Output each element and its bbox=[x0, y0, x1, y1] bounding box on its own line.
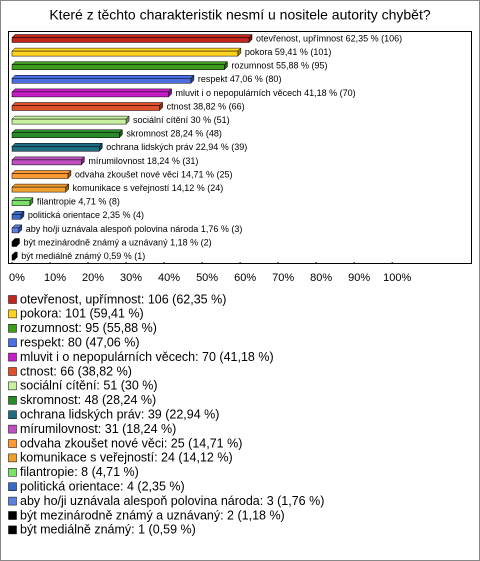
bar bbox=[11, 159, 82, 166]
value-label: být mediálně známý 0,59 % (1) bbox=[21, 251, 145, 261]
legend-swatch bbox=[8, 367, 17, 376]
bar-top bbox=[11, 102, 164, 106]
legend-swatch bbox=[8, 468, 17, 477]
x-tick-label: 90% bbox=[348, 272, 370, 284]
bar bbox=[11, 50, 239, 57]
bar-top bbox=[11, 129, 123, 133]
bar bbox=[11, 173, 69, 179]
bar-top bbox=[11, 143, 103, 147]
legend-label: být mezinárodně známý a uznávaný: 2 (1,1… bbox=[20, 508, 285, 522]
x-tick-label: 70% bbox=[272, 272, 294, 284]
value-label: otevřenost, upřímnost 62,35 % (106) bbox=[256, 33, 402, 43]
x-tick-label: 30% bbox=[120, 272, 142, 284]
bar-top bbox=[11, 88, 173, 93]
bar bbox=[11, 64, 225, 70]
x-tick-label: 40% bbox=[158, 272, 180, 284]
bar bbox=[11, 186, 66, 193]
legend-label: ctnost: 66 (38,82 %) bbox=[20, 364, 132, 378]
bar bbox=[11, 132, 120, 138]
bar-top bbox=[11, 34, 253, 38]
legend-swatch bbox=[8, 439, 17, 448]
legend-swatch bbox=[8, 453, 17, 463]
legend-label: aby ho/ji uznávala alespoň polovina náro… bbox=[20, 494, 324, 508]
value-label: pokora 59,41 % (101) bbox=[245, 47, 332, 57]
bar bbox=[11, 37, 250, 43]
bar-top bbox=[11, 47, 242, 52]
legend-label: mírumilovnost: 31 (18,24 %) bbox=[20, 422, 176, 436]
legend-swatch bbox=[8, 309, 17, 319]
bar-top bbox=[11, 75, 195, 79]
value-label: aby ho/ji uznávala alespoň polovina náro… bbox=[26, 224, 243, 234]
bar-top bbox=[11, 61, 229, 65]
legend-label: sociální cítění: 51 (30 %) bbox=[20, 379, 158, 393]
value-label: skromnost 28,24 % (48) bbox=[126, 129, 222, 139]
legend-swatch bbox=[8, 295, 17, 304]
value-label: mluvit i o nepopulárních věcech 41,18 % … bbox=[176, 88, 356, 98]
legend-swatch bbox=[8, 338, 17, 347]
legend-label: skromnost: 48 (28,24 %) bbox=[20, 393, 156, 407]
value-label: respekt 47,06 % (80) bbox=[198, 74, 282, 84]
legend-label: ochrana lidských práv: 39 (22,94 %) bbox=[20, 407, 219, 421]
bar bbox=[11, 91, 169, 98]
x-tick-label: 60% bbox=[234, 272, 256, 284]
x-tick-label: 80% bbox=[310, 272, 332, 284]
legend-label: pokora: 101 (59,41 %) bbox=[20, 307, 144, 321]
x-tick-label: 50% bbox=[196, 272, 218, 284]
bar bbox=[11, 254, 15, 261]
legend-label: filantropie: 8 (4,71 %) bbox=[20, 465, 139, 479]
x-tick-label: 20% bbox=[82, 272, 104, 284]
value-label: odvaha zkoušet nové věci 14,71 % (25) bbox=[75, 169, 233, 179]
value-label: komunikace s veřejností 14,12 % (24) bbox=[73, 183, 224, 193]
value-label: politická orientace 2,35 % (4) bbox=[28, 210, 144, 220]
bar-top bbox=[11, 115, 130, 120]
x-tick-label: 0% bbox=[9, 272, 25, 284]
legend-label: otevřenost, upřímnost: 106 (62,35 %) bbox=[20, 292, 226, 306]
legend-swatch bbox=[8, 511, 17, 520]
value-label: rozumnost 55,88 % (95) bbox=[231, 61, 327, 71]
legend-swatch bbox=[8, 482, 17, 491]
value-label: filantropie 4,71 % (8) bbox=[37, 197, 120, 207]
bar bbox=[11, 200, 31, 206]
bar bbox=[11, 241, 17, 247]
bar bbox=[11, 227, 19, 234]
x-tick-label: 100% bbox=[383, 272, 411, 284]
bar-top bbox=[11, 156, 85, 161]
legend-label: mluvit i o nepopulárních věcech: 70 (41,… bbox=[20, 350, 274, 364]
chart-title: Které z těchto charakteristik nesmí u no… bbox=[49, 7, 431, 23]
legend-swatch bbox=[8, 525, 17, 535]
legend-label: politická orientace: 4 (2,35 %) bbox=[20, 479, 185, 493]
legend-swatch bbox=[8, 324, 17, 333]
value-label: ctnost 38,82 % (66) bbox=[167, 101, 245, 111]
legend-swatch bbox=[8, 352, 17, 362]
legend-label: být mediálně známý: 1 (0,59 %) bbox=[20, 523, 196, 537]
value-label: mírumilovnost 18,24 % (31) bbox=[88, 156, 198, 166]
legend-swatch bbox=[8, 410, 17, 419]
bar bbox=[11, 105, 160, 111]
legend-swatch bbox=[8, 381, 17, 391]
bar bbox=[11, 214, 22, 220]
bar bbox=[11, 118, 127, 125]
bar bbox=[11, 78, 192, 84]
bar-top bbox=[11, 197, 34, 201]
value-label: sociální cítění 30 % (51) bbox=[133, 115, 230, 125]
legend-swatch bbox=[8, 424, 17, 434]
value-label: být mezinárodně známý a uznávaný 1,18 % … bbox=[23, 237, 211, 247]
bar bbox=[11, 146, 100, 152]
x-tick-label: 10% bbox=[44, 272, 66, 284]
legend-swatch bbox=[8, 496, 17, 506]
bar-top bbox=[11, 170, 72, 174]
legend-swatch bbox=[8, 396, 17, 405]
legend-label: odvaha zkoušet nové věci: 25 (14,71 %) bbox=[20, 436, 242, 450]
legend-label: komunikace s veřejností: 24 (14,12 %) bbox=[20, 451, 233, 465]
legend-label: rozumnost: 95 (55,88 %) bbox=[20, 321, 157, 335]
bar-top bbox=[11, 183, 70, 188]
value-label: ochrana lidských práv 22,94 % (39) bbox=[106, 142, 247, 152]
legend-label: respekt: 80 (47,06 %) bbox=[20, 335, 140, 349]
